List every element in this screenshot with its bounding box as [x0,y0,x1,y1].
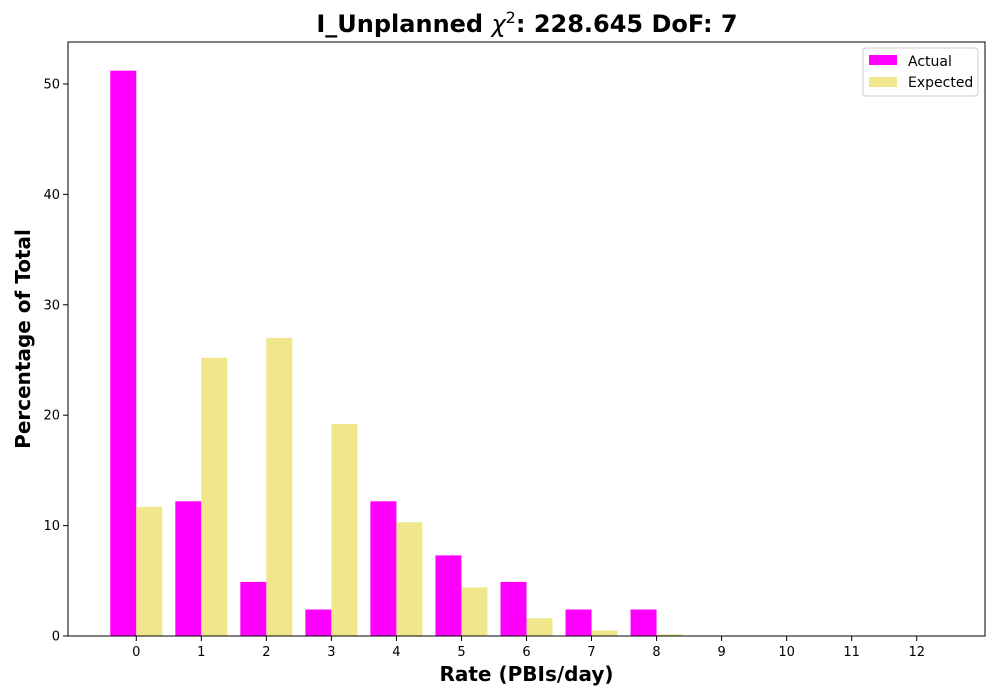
chart-title: I_Unplanned χ2: 228.645 DoF: 7 [316,8,737,38]
x-axis-ticks: 0 1 2 3 4 5 6 7 8 9 10 11 12 [132,636,925,660]
plot-frame [67,41,986,637]
x-tick-label: 11 [843,645,860,660]
bar-actual-0 [110,70,137,636]
x-tick-label: 2 [262,645,270,660]
x-tick-label: 1 [197,645,205,660]
bar-expected-1 [201,357,228,636]
bar-actual-2 [240,581,267,636]
bar-expected-8 [656,634,683,636]
bar-expected-3 [331,424,358,636]
bar-actual-3 [305,609,332,636]
y-tick-label: 20 [43,409,60,424]
bar-actual-5 [435,555,462,636]
legend-swatch-actual [869,55,897,65]
bar-expected-6 [526,618,553,636]
bar-expected-2 [266,337,293,636]
y-axis-ticks: 0 10 20 30 40 50 [43,77,68,645]
x-tick-label: 12 [908,645,925,660]
y-tick-label: 0 [52,630,60,645]
bar-expected-5 [461,587,488,636]
x-tick-label: 7 [587,645,595,660]
x-tick-label: 10 [778,645,795,660]
x-tick-label: 4 [392,645,400,660]
bar-expected-4 [396,522,423,636]
x-tick-label: 3 [327,645,335,660]
legend: Actual Expected [862,47,979,97]
x-tick-label: 6 [522,645,530,660]
y-tick-label: 30 [43,298,60,313]
y-tick-label: 50 [43,77,60,92]
y-tick-label: 10 [43,519,60,534]
y-axis-label: Percentage of Total [11,229,35,449]
x-tick-label: 5 [457,645,465,660]
bars-group [110,70,748,636]
bar-actual-4 [370,501,397,636]
bar-actual-8 [630,609,657,636]
y-tick-label: 40 [43,188,60,203]
bar-expected-0 [136,506,163,636]
x-tick-label: 0 [132,645,140,660]
x-axis-label: Rate (PBIs/day) [439,662,613,686]
legend-label-actual: Actual [908,54,952,70]
legend-label-expected: Expected [908,75,973,91]
x-tick-label: 8 [652,645,660,660]
x-tick-label: 9 [717,645,725,660]
bar-expected-7 [591,630,618,636]
legend-swatch-expected [869,77,897,87]
bar-actual-6 [500,581,527,636]
bar-actual-7 [565,609,592,636]
bar-actual-1 [175,501,202,636]
